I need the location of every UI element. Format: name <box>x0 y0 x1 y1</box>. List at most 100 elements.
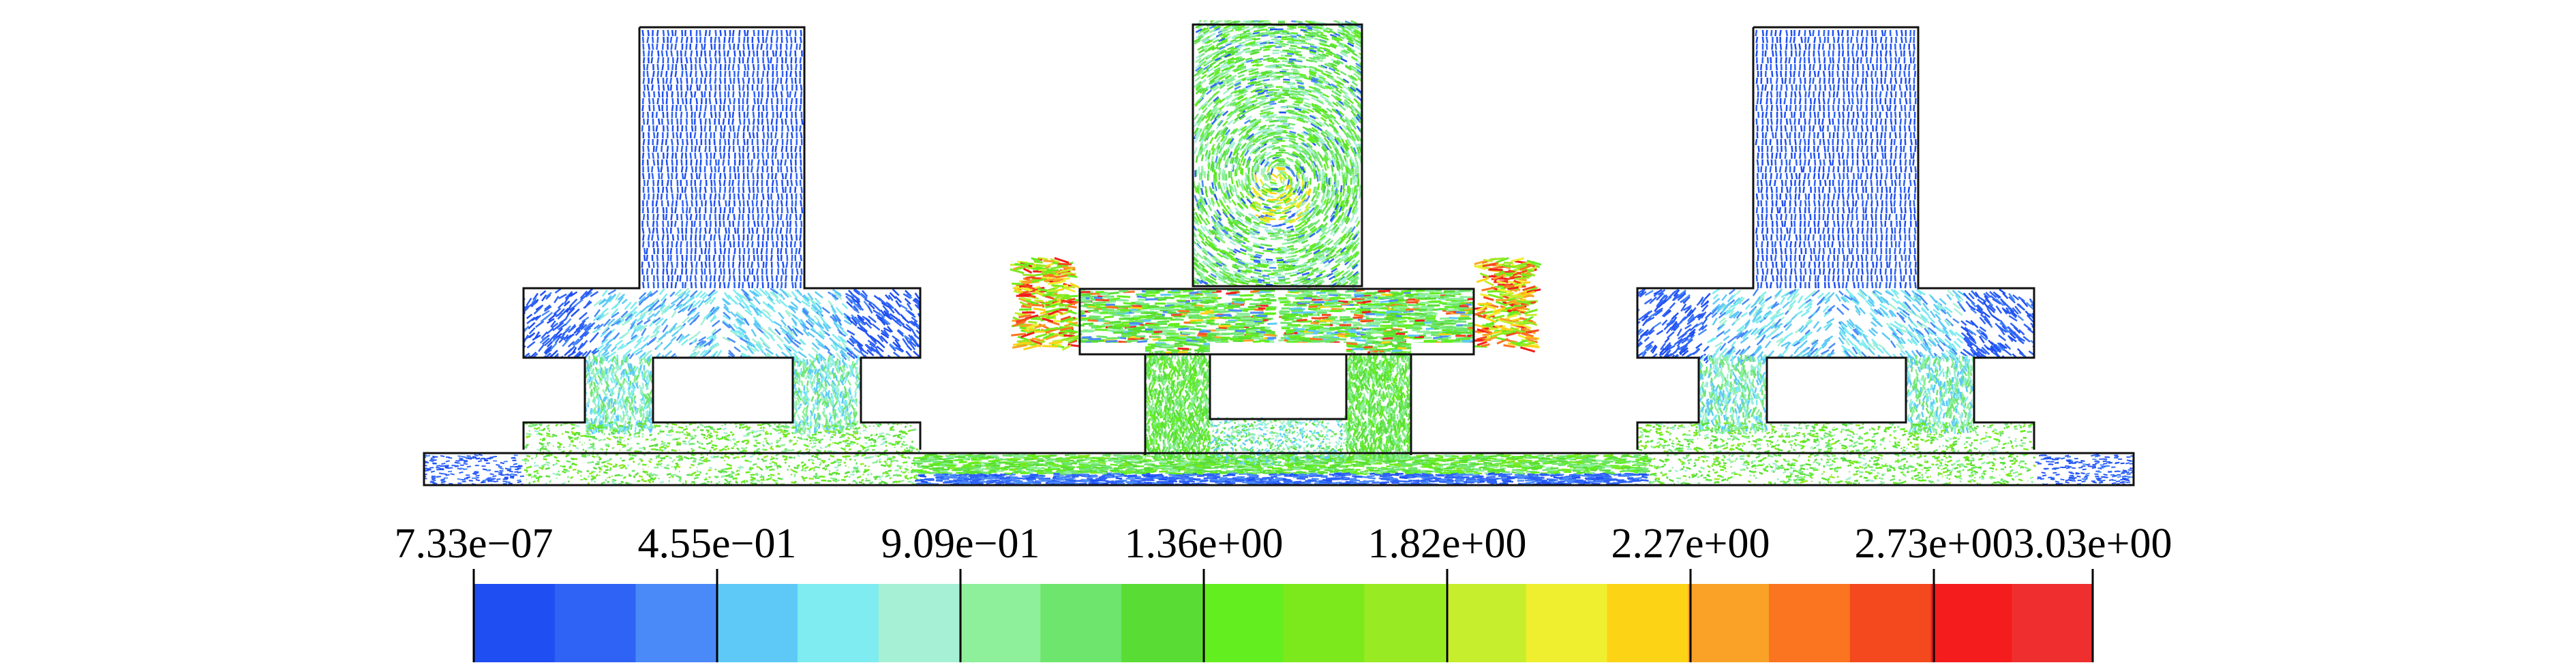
velocity-vector <box>785 77 788 84</box>
velocity-vector <box>706 152 708 159</box>
velocity-vector <box>539 475 543 478</box>
velocity-vector <box>752 77 755 84</box>
velocity-vector <box>785 247 787 255</box>
velocity-vector <box>563 465 566 468</box>
velocity-vector <box>654 424 659 427</box>
velocity-vector <box>569 298 578 307</box>
velocity-vector <box>601 465 604 468</box>
velocity-vector <box>911 447 915 450</box>
velocity-vector <box>662 152 665 159</box>
velocity-vector <box>533 306 543 315</box>
velocity-vector <box>656 43 658 50</box>
velocity-vector <box>1789 186 1792 194</box>
velocity-vector <box>631 390 634 396</box>
velocity-vector <box>724 455 730 459</box>
velocity-vector <box>545 446 547 448</box>
velocity-vector <box>710 439 714 443</box>
velocity-vector <box>713 179 716 187</box>
velocity-vector <box>684 50 687 57</box>
velocity-vector <box>1756 172 1759 180</box>
velocity-vector <box>534 457 536 459</box>
velocity-vector <box>648 308 654 316</box>
velocity-vector <box>903 461 908 464</box>
velocity-vector <box>794 77 797 84</box>
velocity-vector <box>776 29 778 37</box>
velocity-vector <box>1766 97 1768 105</box>
velocity-vector <box>855 359 858 365</box>
velocity-vector <box>724 445 729 448</box>
velocity-vector <box>667 234 669 241</box>
velocity-vector <box>1809 213 1812 221</box>
velocity-vector <box>534 314 542 321</box>
velocity-vector <box>752 125 755 132</box>
velocity-vector <box>622 402 625 409</box>
velocity-vector <box>742 193 745 200</box>
velocity-vector <box>646 268 649 275</box>
velocity-vector <box>718 50 721 57</box>
velocity-vector <box>830 393 834 400</box>
velocity-vector <box>776 292 785 300</box>
velocity-vector <box>725 293 731 300</box>
velocity-vector <box>632 403 635 409</box>
velocity-vector <box>1812 234 1815 241</box>
velocity-vector <box>1784 125 1787 132</box>
velocity-vector <box>897 435 900 438</box>
velocity-vector <box>594 378 598 385</box>
velocity-vector <box>1789 118 1792 125</box>
velocity-vector <box>753 320 761 327</box>
velocity-vector <box>720 125 723 132</box>
velocity-vector <box>725 433 731 437</box>
velocity-vector <box>1808 132 1811 139</box>
velocity-vector <box>643 254 646 262</box>
velocity-vector <box>790 166 793 173</box>
velocity-vector <box>699 423 704 427</box>
velocity-vector <box>1765 179 1768 187</box>
velocity-vector <box>680 111 683 119</box>
velocity-vector <box>1780 111 1783 119</box>
velocity-vector <box>757 457 760 461</box>
velocity-vector <box>852 479 856 483</box>
velocity-vector <box>811 461 815 465</box>
velocity-vector <box>763 479 766 482</box>
velocity-vector <box>829 337 838 345</box>
velocity-vector <box>684 186 687 194</box>
velocity-vector <box>1807 159 1810 166</box>
velocity-vector <box>581 316 590 323</box>
velocity-vector <box>703 186 707 194</box>
velocity-vector <box>611 480 615 482</box>
velocity-vector <box>809 420 812 427</box>
velocity-vector <box>654 318 664 326</box>
velocity-vector <box>714 166 716 173</box>
velocity-vector <box>1799 77 1802 84</box>
velocity-vector <box>898 467 902 470</box>
velocity-vector <box>890 462 892 465</box>
velocity-vector <box>1798 91 1802 98</box>
velocity-vector <box>1776 118 1778 125</box>
velocity-vector <box>1775 200 1778 207</box>
velocity-vector <box>855 368 858 375</box>
velocity-vector <box>685 220 688 228</box>
velocity-vector <box>686 84 689 91</box>
velocity-vector <box>839 435 845 439</box>
velocity-vector <box>1789 193 1792 200</box>
velocity-vector <box>799 338 806 345</box>
velocity-vector <box>757 261 760 268</box>
velocity-vector <box>644 399 648 406</box>
velocity-vector <box>677 431 680 434</box>
velocity-vector <box>675 172 678 180</box>
velocity-vector <box>718 437 724 441</box>
velocity-vector <box>724 478 728 482</box>
velocity-vector <box>789 227 792 234</box>
velocity-vector <box>590 443 595 446</box>
velocity-vector <box>781 132 783 139</box>
velocity-vector <box>819 446 823 450</box>
velocity-vector <box>766 275 769 282</box>
velocity-vector <box>828 300 834 307</box>
velocity-vector <box>851 442 854 446</box>
velocity-vector <box>732 234 736 241</box>
velocity-vector <box>797 402 802 409</box>
velocity-vector <box>793 420 797 426</box>
velocity-vector <box>821 423 825 430</box>
velocity-vector <box>1789 227 1792 234</box>
velocity-vector <box>846 352 855 360</box>
